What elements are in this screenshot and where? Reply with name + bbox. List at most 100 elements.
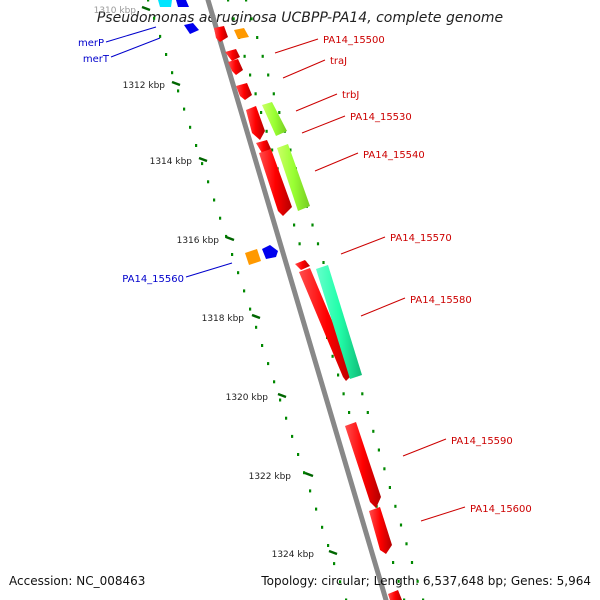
track-dot <box>316 242 320 246</box>
tick-mark <box>141 5 151 12</box>
forward-gene-c[interactable] <box>228 59 243 75</box>
tick-mark <box>198 156 208 163</box>
track-dot <box>297 453 300 456</box>
tick-label: 1310 kbp <box>94 6 137 16</box>
tick-label: 1318 kbp <box>202 314 245 324</box>
tick-label: 1320 kbp <box>226 393 269 403</box>
tick-track-left <box>147 0 348 600</box>
leader-line <box>105 26 157 43</box>
track-dot <box>342 392 345 396</box>
track-dot <box>231 253 234 256</box>
gene-labels: merP merT PA14_15500 traJ trbJ PA14_15530 PA14… <box>78 26 532 522</box>
forward-gene-15530[interactable] <box>256 140 271 153</box>
gene-label[interactable]: merT <box>83 54 110 65</box>
gene-label[interactable]: PA14_15590 <box>451 436 513 447</box>
track-dot <box>267 362 270 366</box>
lime-feature-15540[interactable] <box>277 144 310 211</box>
tick-label: 1324 kbp <box>272 550 315 560</box>
topology-label: Topology: circular; Length: 6,537,648 bp… <box>261 574 591 588</box>
track-dot <box>377 448 380 452</box>
leader-line <box>282 59 326 79</box>
track-dot <box>410 561 414 564</box>
lime-feature-15530[interactable] <box>262 102 287 136</box>
tick-label: 1314 kbp <box>150 157 193 167</box>
gene-label[interactable]: traJ <box>330 56 347 67</box>
gene-label[interactable]: PA14_15570 <box>390 233 452 244</box>
forward-gene-15580[interactable] <box>299 268 354 381</box>
reverse-gene-15560[interactable] <box>262 245 278 259</box>
track-dot <box>345 598 348 600</box>
track-dot <box>291 434 294 438</box>
forward-gene-15590[interactable] <box>345 422 381 508</box>
gene-label[interactable]: trbJ <box>342 90 359 101</box>
forward-gene-trbj[interactable] <box>246 106 265 140</box>
orange-feature-top[interactable] <box>234 28 249 39</box>
gene-label[interactable]: PA14_15500 <box>323 35 385 46</box>
gene-label[interactable]: PA14_15530 <box>350 112 412 123</box>
track-dot <box>289 148 292 152</box>
tick-mark <box>225 235 235 242</box>
aqua-feature-15580[interactable] <box>316 265 362 379</box>
forward-gene-bottom[interactable] <box>388 590 402 600</box>
track-dot <box>403 598 406 600</box>
track-dot <box>213 198 216 202</box>
forward-gene-15540[interactable] <box>259 149 292 216</box>
leader-line <box>340 236 386 255</box>
forward-gene-d[interactable] <box>236 83 252 100</box>
genes-layer <box>158 0 402 600</box>
track-dot <box>331 354 334 358</box>
tick-label: 1312 kbp <box>123 81 166 91</box>
track-dot <box>416 579 419 583</box>
track-dot <box>399 523 403 527</box>
position-ticks: 1310 kbp 1312 kbp 1314 kbp 1316 kbp 1318 kbp… <box>94 5 338 560</box>
track-dot <box>405 542 408 546</box>
track-dot <box>225 234 228 238</box>
gene-label[interactable]: PA14_15560 <box>122 274 184 285</box>
gene-label[interactable]: merP <box>78 38 104 49</box>
track-dot <box>207 180 210 184</box>
forward-gene-15600[interactable] <box>369 507 392 554</box>
track-dot <box>265 129 268 133</box>
reverse-gene-mert[interactable] <box>184 23 199 34</box>
leader-line <box>314 152 359 172</box>
track-dot <box>273 380 276 384</box>
track-dot <box>171 71 174 75</box>
track-dot <box>254 92 257 96</box>
track-dot <box>422 598 425 600</box>
track-dot <box>394 504 397 508</box>
tick-mark <box>304 471 314 478</box>
track-dot <box>278 111 281 114</box>
tick-mark <box>251 313 261 320</box>
leader-line <box>274 38 319 54</box>
tick-mark <box>171 80 181 87</box>
gene-label[interactable]: PA14_15540 <box>363 150 425 161</box>
track-dot <box>333 562 336 566</box>
leader-line <box>420 506 466 522</box>
track-dot <box>177 89 180 93</box>
gene-label[interactable]: PA14_15600 <box>470 504 532 515</box>
track-dot <box>397 579 400 583</box>
track-dot <box>339 580 342 584</box>
track-dot <box>250 17 253 21</box>
track-dot <box>243 54 246 58</box>
track-dot <box>372 429 375 433</box>
tick-mark <box>277 392 287 399</box>
track-dot <box>261 54 264 58</box>
track-dot <box>245 0 248 2</box>
track-dot <box>189 125 192 129</box>
cyan-feature[interactable] <box>158 0 172 7</box>
track-dot <box>183 107 186 111</box>
leader-line <box>301 115 346 134</box>
track-dot <box>383 467 386 471</box>
forward-gene-a[interactable] <box>214 26 228 42</box>
forward-gene-b[interactable] <box>225 49 240 61</box>
orange-feature-mid[interactable] <box>245 249 261 265</box>
reverse-gene-top[interactable] <box>176 0 189 7</box>
forward-gene-15570[interactable] <box>295 260 310 270</box>
track-dot <box>201 162 204 166</box>
track-dot <box>315 507 318 511</box>
gene-label[interactable]: PA14_15580 <box>410 295 472 306</box>
track-dot <box>260 111 263 114</box>
map-title: Pseudomonas aeruginosa UCBPP-PA14, compl… <box>96 10 504 26</box>
